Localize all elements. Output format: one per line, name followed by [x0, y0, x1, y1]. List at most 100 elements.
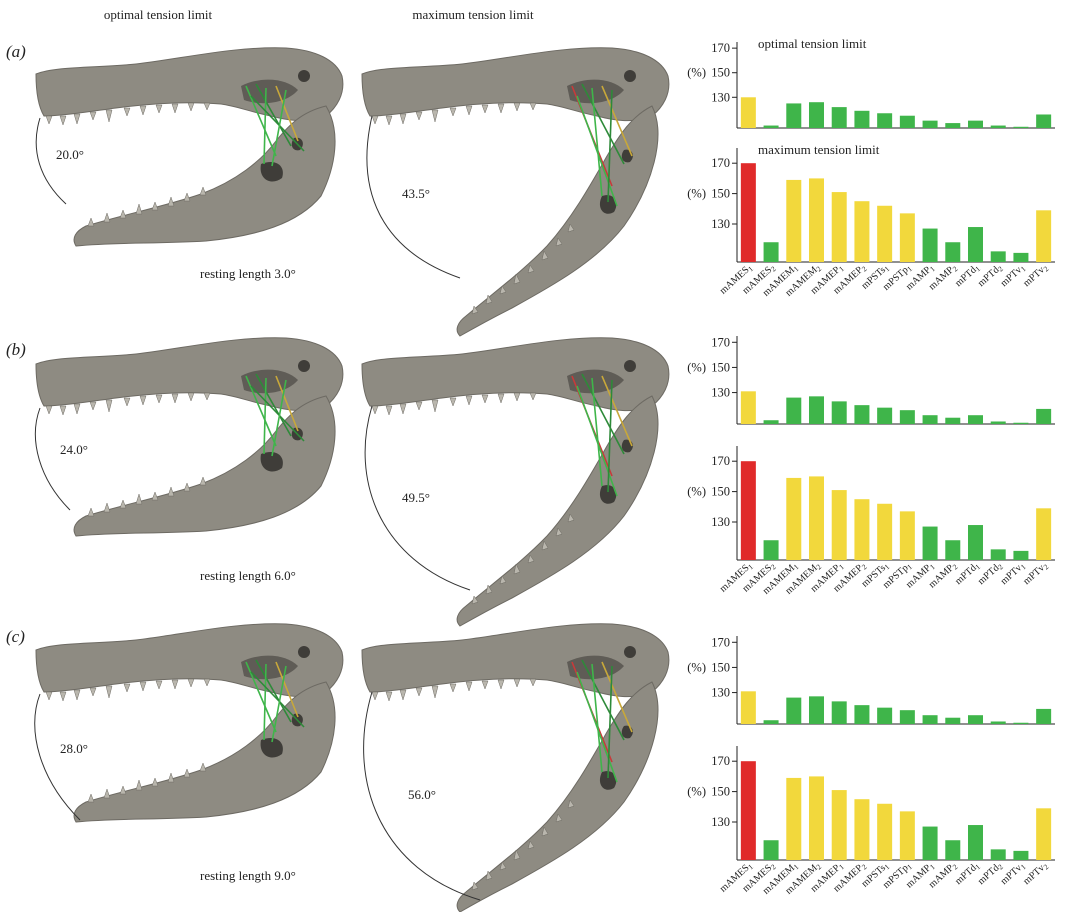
bar-mAMEM1 [786, 103, 802, 128]
bar-mPSTs1 [877, 803, 893, 860]
bar-mAMEM2 [809, 396, 824, 424]
chart-title: maximum tension limit [758, 142, 880, 157]
category-label: mPTd1 [953, 262, 982, 290]
bar-mAMES2 [763, 420, 779, 424]
bar-mAMES2 [763, 125, 779, 128]
bar-chart-b-optimal: 170 150 130 (%) [687, 335, 1055, 425]
bar-mPTd2 [990, 549, 1006, 560]
bar-mPTd2 [990, 125, 1006, 128]
bar-mPTd1 [968, 715, 983, 724]
bar-mAMES1 [740, 97, 756, 128]
bar-mPSTs1 [877, 407, 893, 424]
bar-mAMES2 [763, 840, 779, 860]
category-label: mPTv1 [999, 560, 1028, 588]
y-tick-label: 150 [711, 660, 730, 674]
column-title-optimal: optimal tension limit [104, 7, 213, 22]
bar-mAMEM1 [786, 397, 802, 424]
bar-mAMES2 [763, 242, 779, 262]
bar-mPTd2 [990, 421, 1006, 424]
category-label: mPTd1 [953, 860, 982, 888]
gape-arc-optimal [34, 407, 71, 511]
y-tick-label: 130 [711, 386, 730, 400]
y-tick-label: 150 [711, 66, 730, 80]
y-tick-label: 170 [711, 41, 730, 55]
panel-letter: (b) [6, 340, 26, 359]
bar-mPTv2 [1036, 708, 1052, 724]
bar-chart-a-optimal: 170 150 130 (%) optimal tension limit [687, 36, 1055, 129]
bar-mPTv2 [1036, 210, 1052, 262]
bar-mAMP1 [922, 228, 938, 262]
bar-mPTv1 [1013, 252, 1029, 262]
y-axis-label: (%) [687, 485, 706, 499]
bar-mAMP1 [922, 826, 938, 860]
y-axis-label: (%) [687, 660, 706, 674]
y-tick-label: 130 [711, 90, 730, 104]
category-label: mPTd2 [976, 262, 1005, 290]
resting-length-label: resting length 6.0° [200, 568, 296, 583]
resting-length-label: resting length 9.0° [200, 868, 296, 883]
category-label: mPTv2 [1021, 262, 1050, 290]
y-tick-label: 150 [711, 785, 730, 799]
bar-mAMEP2 [854, 201, 870, 262]
panel-letter: (a) [6, 42, 26, 61]
y-axis-label: (%) [687, 360, 706, 374]
bar-mAMEP1 [831, 701, 847, 724]
gape-arc-maximum [364, 405, 471, 591]
bar-mPSTp1 [899, 213, 915, 262]
bar-mPSTp1 [899, 811, 915, 860]
bar-mAMEM2 [809, 776, 824, 860]
bar-mAMEM2 [809, 696, 824, 724]
bar-chart-b-maximum: 170150130(%)mAMES1mAMES2mAMEM1mAMEM2mAME… [687, 446, 1055, 597]
bar-mPTv1 [1013, 850, 1029, 860]
bar-chart-c-maximum: 170150130(%)mAMES1mAMES2mAMEM1mAMEM2mAME… [687, 746, 1055, 897]
bar-mPSTp1 [899, 710, 915, 724]
bar-mPTd1 [968, 227, 983, 262]
y-tick-label: 170 [711, 754, 730, 768]
gape-arc-maximum [363, 691, 481, 901]
bar-mAMP1 [922, 120, 938, 128]
y-tick-label: 170 [711, 454, 730, 468]
bar-mPTv2 [1036, 114, 1052, 128]
bar-mAMEP1 [831, 490, 847, 560]
y-tick-label: 130 [711, 515, 730, 529]
bar-mAMEM2 [809, 178, 824, 262]
bar-mAMES1 [740, 691, 756, 724]
bar-mPSTs1 [877, 205, 893, 262]
bar-mAMEP2 [854, 799, 870, 860]
bar-mPTd1 [968, 525, 983, 560]
bar-mAMES2 [763, 720, 779, 724]
y-tick-label: 170 [711, 635, 730, 649]
y-tick-label: 130 [711, 815, 730, 829]
skull-maximum-image [361, 336, 670, 627]
y-axis-label: (%) [687, 187, 706, 201]
y-tick-label: 150 [711, 360, 730, 374]
bar-mAMEP1 [831, 107, 847, 128]
y-tick-label: 130 [711, 686, 730, 700]
y-tick-label: 170 [711, 156, 730, 170]
bar-mAMEM1 [786, 697, 802, 724]
bar-mPTd1 [968, 825, 983, 860]
bar-mPTv1 [1013, 422, 1029, 424]
optimal-angle-label: 24.0° [60, 442, 88, 457]
optimal-angle-label: 20.0° [56, 147, 84, 162]
bar-mAMP2 [945, 242, 961, 262]
column-title-maximum: maximum tension limit [412, 7, 534, 22]
bar-mAMES1 [740, 391, 756, 424]
skull-maximum-image [361, 622, 670, 912]
optimal-angle-label: 28.0° [60, 741, 88, 756]
bar-mAMEM2 [809, 102, 824, 128]
bar-mAMP2 [945, 540, 961, 560]
bar-mPTv1 [1013, 550, 1029, 560]
bar-mPSTp1 [899, 511, 915, 560]
bar-mAMES1 [740, 461, 756, 560]
bar-mAMEM1 [786, 179, 802, 262]
bar-mAMEP2 [854, 499, 870, 560]
gape-arc-maximum [366, 115, 461, 279]
bar-mPTv2 [1036, 408, 1052, 424]
bar-mPTv1 [1013, 722, 1029, 724]
bar-mAMP2 [945, 717, 961, 724]
gape-arc-optimal [34, 693, 81, 821]
bar-mPTd2 [990, 721, 1006, 724]
bar-mAMEP2 [854, 110, 870, 128]
